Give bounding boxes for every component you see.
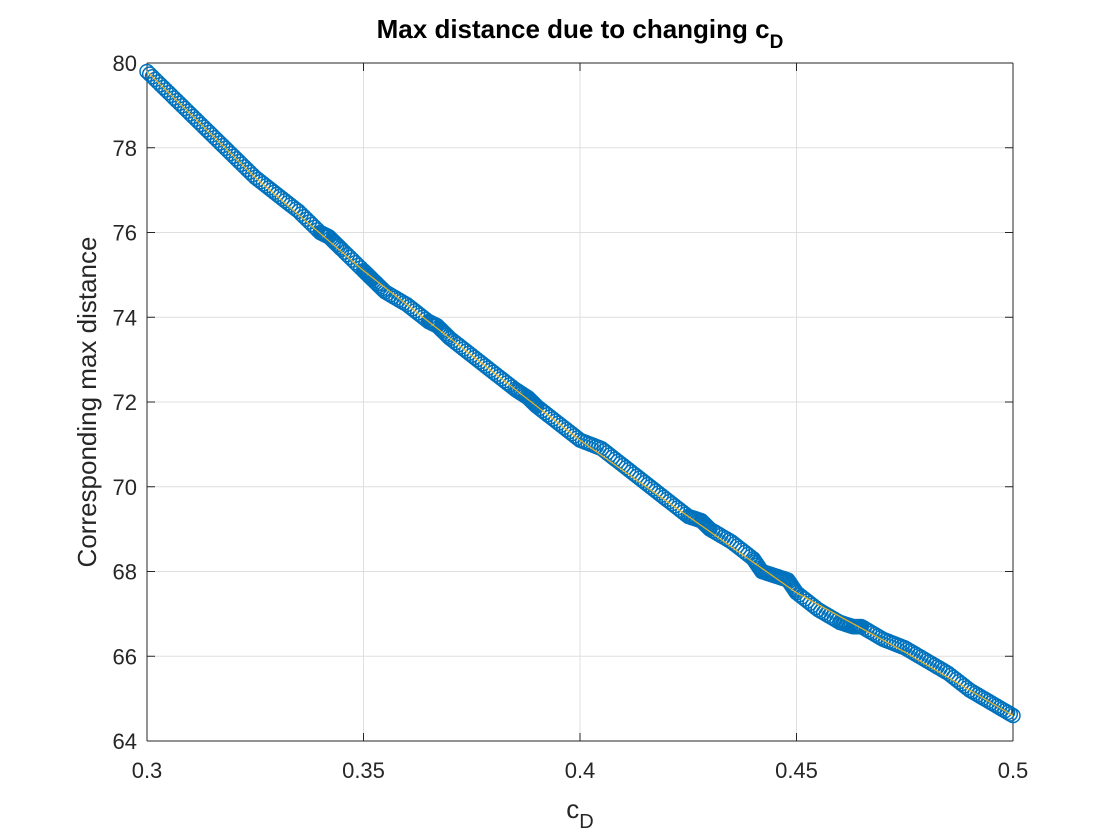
x-axis-label-subscript: D bbox=[579, 811, 593, 833]
data-point-fill bbox=[212, 135, 228, 151]
data-point bbox=[139, 63, 155, 80]
data-point bbox=[204, 127, 220, 143]
x-axis-label: cD bbox=[566, 794, 593, 833]
data-point-fill bbox=[152, 76, 169, 93]
data-point-fill bbox=[336, 244, 353, 260]
data-point-fill bbox=[228, 151, 245, 167]
data-point bbox=[160, 84, 177, 101]
data-point-fill bbox=[304, 216, 320, 233]
y-tick-label: 66 bbox=[113, 644, 137, 669]
chart-title-subscript: D bbox=[770, 32, 784, 53]
y-axis-label: Corresponding max distance bbox=[72, 237, 102, 568]
data-point-fill bbox=[233, 156, 250, 172]
x-tick-label: 0.5 bbox=[998, 758, 1029, 783]
data-point-fill bbox=[177, 100, 193, 117]
data-point-fill bbox=[330, 238, 347, 255]
data-point-fill bbox=[187, 111, 204, 127]
y-tick-label: 78 bbox=[113, 136, 137, 161]
data-point bbox=[334, 241, 350, 258]
data-point-fill bbox=[196, 119, 212, 135]
data-point-fill bbox=[344, 252, 361, 268]
y-tick-label: 70 bbox=[113, 475, 137, 500]
data-point-fill bbox=[347, 254, 364, 271]
data-point-fill bbox=[956, 678, 973, 694]
data-point bbox=[182, 106, 199, 122]
data-point bbox=[290, 203, 307, 220]
data-point-fill bbox=[201, 124, 217, 141]
data-point-fill bbox=[158, 82, 174, 98]
data-point-fill bbox=[239, 161, 255, 178]
data-point-fill bbox=[198, 121, 215, 138]
x-tick-label: 0.3 bbox=[132, 758, 163, 783]
y-ticks: 64 66 68 70 72 74 76 78 80 bbox=[113, 51, 1013, 754]
data-point-fill bbox=[296, 208, 312, 225]
data-point-fill bbox=[163, 87, 180, 104]
data-point-fill bbox=[215, 137, 231, 154]
data-point-fill bbox=[293, 206, 310, 222]
data-point-fill bbox=[217, 140, 234, 157]
data-point-fill bbox=[185, 108, 201, 125]
chart-title: Max distance due to changing cD bbox=[377, 14, 784, 53]
data-point-fill bbox=[342, 249, 358, 266]
data-point-fill bbox=[236, 159, 253, 175]
y-tick-label: 74 bbox=[113, 305, 137, 330]
data-point-fill bbox=[220, 143, 236, 159]
x-ticks: 0.3 0.35 0.4 0.45 0.5 bbox=[132, 63, 1029, 783]
data-point-fill bbox=[206, 129, 223, 146]
data-point-fill bbox=[209, 132, 226, 149]
data-point-fill bbox=[231, 153, 247, 170]
data-point-fill bbox=[301, 214, 318, 230]
y-tick-label: 76 bbox=[113, 221, 137, 246]
data-point-fill bbox=[155, 79, 171, 96]
fit-line bbox=[146, 71, 1014, 717]
x-tick-label: 0.45 bbox=[775, 758, 818, 783]
data-point-fill bbox=[339, 247, 356, 263]
data-point-fill bbox=[147, 71, 163, 88]
x-tick-label: 0.35 bbox=[342, 758, 385, 783]
data-point-fill bbox=[298, 211, 315, 228]
y-tick-label: 80 bbox=[113, 51, 137, 76]
y-tick-label: 68 bbox=[113, 560, 137, 585]
data-marks bbox=[139, 63, 1021, 724]
data-point-fill bbox=[166, 90, 182, 106]
y-tick-label: 64 bbox=[113, 729, 137, 754]
x-tick-label: 0.4 bbox=[565, 758, 596, 783]
data-point-fill bbox=[193, 116, 209, 133]
data-point-fill bbox=[179, 103, 196, 119]
data-point-fill bbox=[144, 69, 161, 85]
data-point bbox=[1005, 707, 1021, 724]
data-point-fill bbox=[150, 74, 166, 90]
y-tick-label: 72 bbox=[113, 390, 137, 415]
data-point-fill bbox=[169, 92, 185, 109]
data-point-fill bbox=[223, 145, 239, 162]
data-point-fill bbox=[141, 66, 158, 82]
data-point bbox=[225, 148, 242, 164]
data-point-fill bbox=[190, 114, 207, 130]
data-point-fill bbox=[1002, 706, 1019, 722]
data-point-fill bbox=[171, 95, 188, 112]
data-point-fill bbox=[174, 98, 190, 114]
